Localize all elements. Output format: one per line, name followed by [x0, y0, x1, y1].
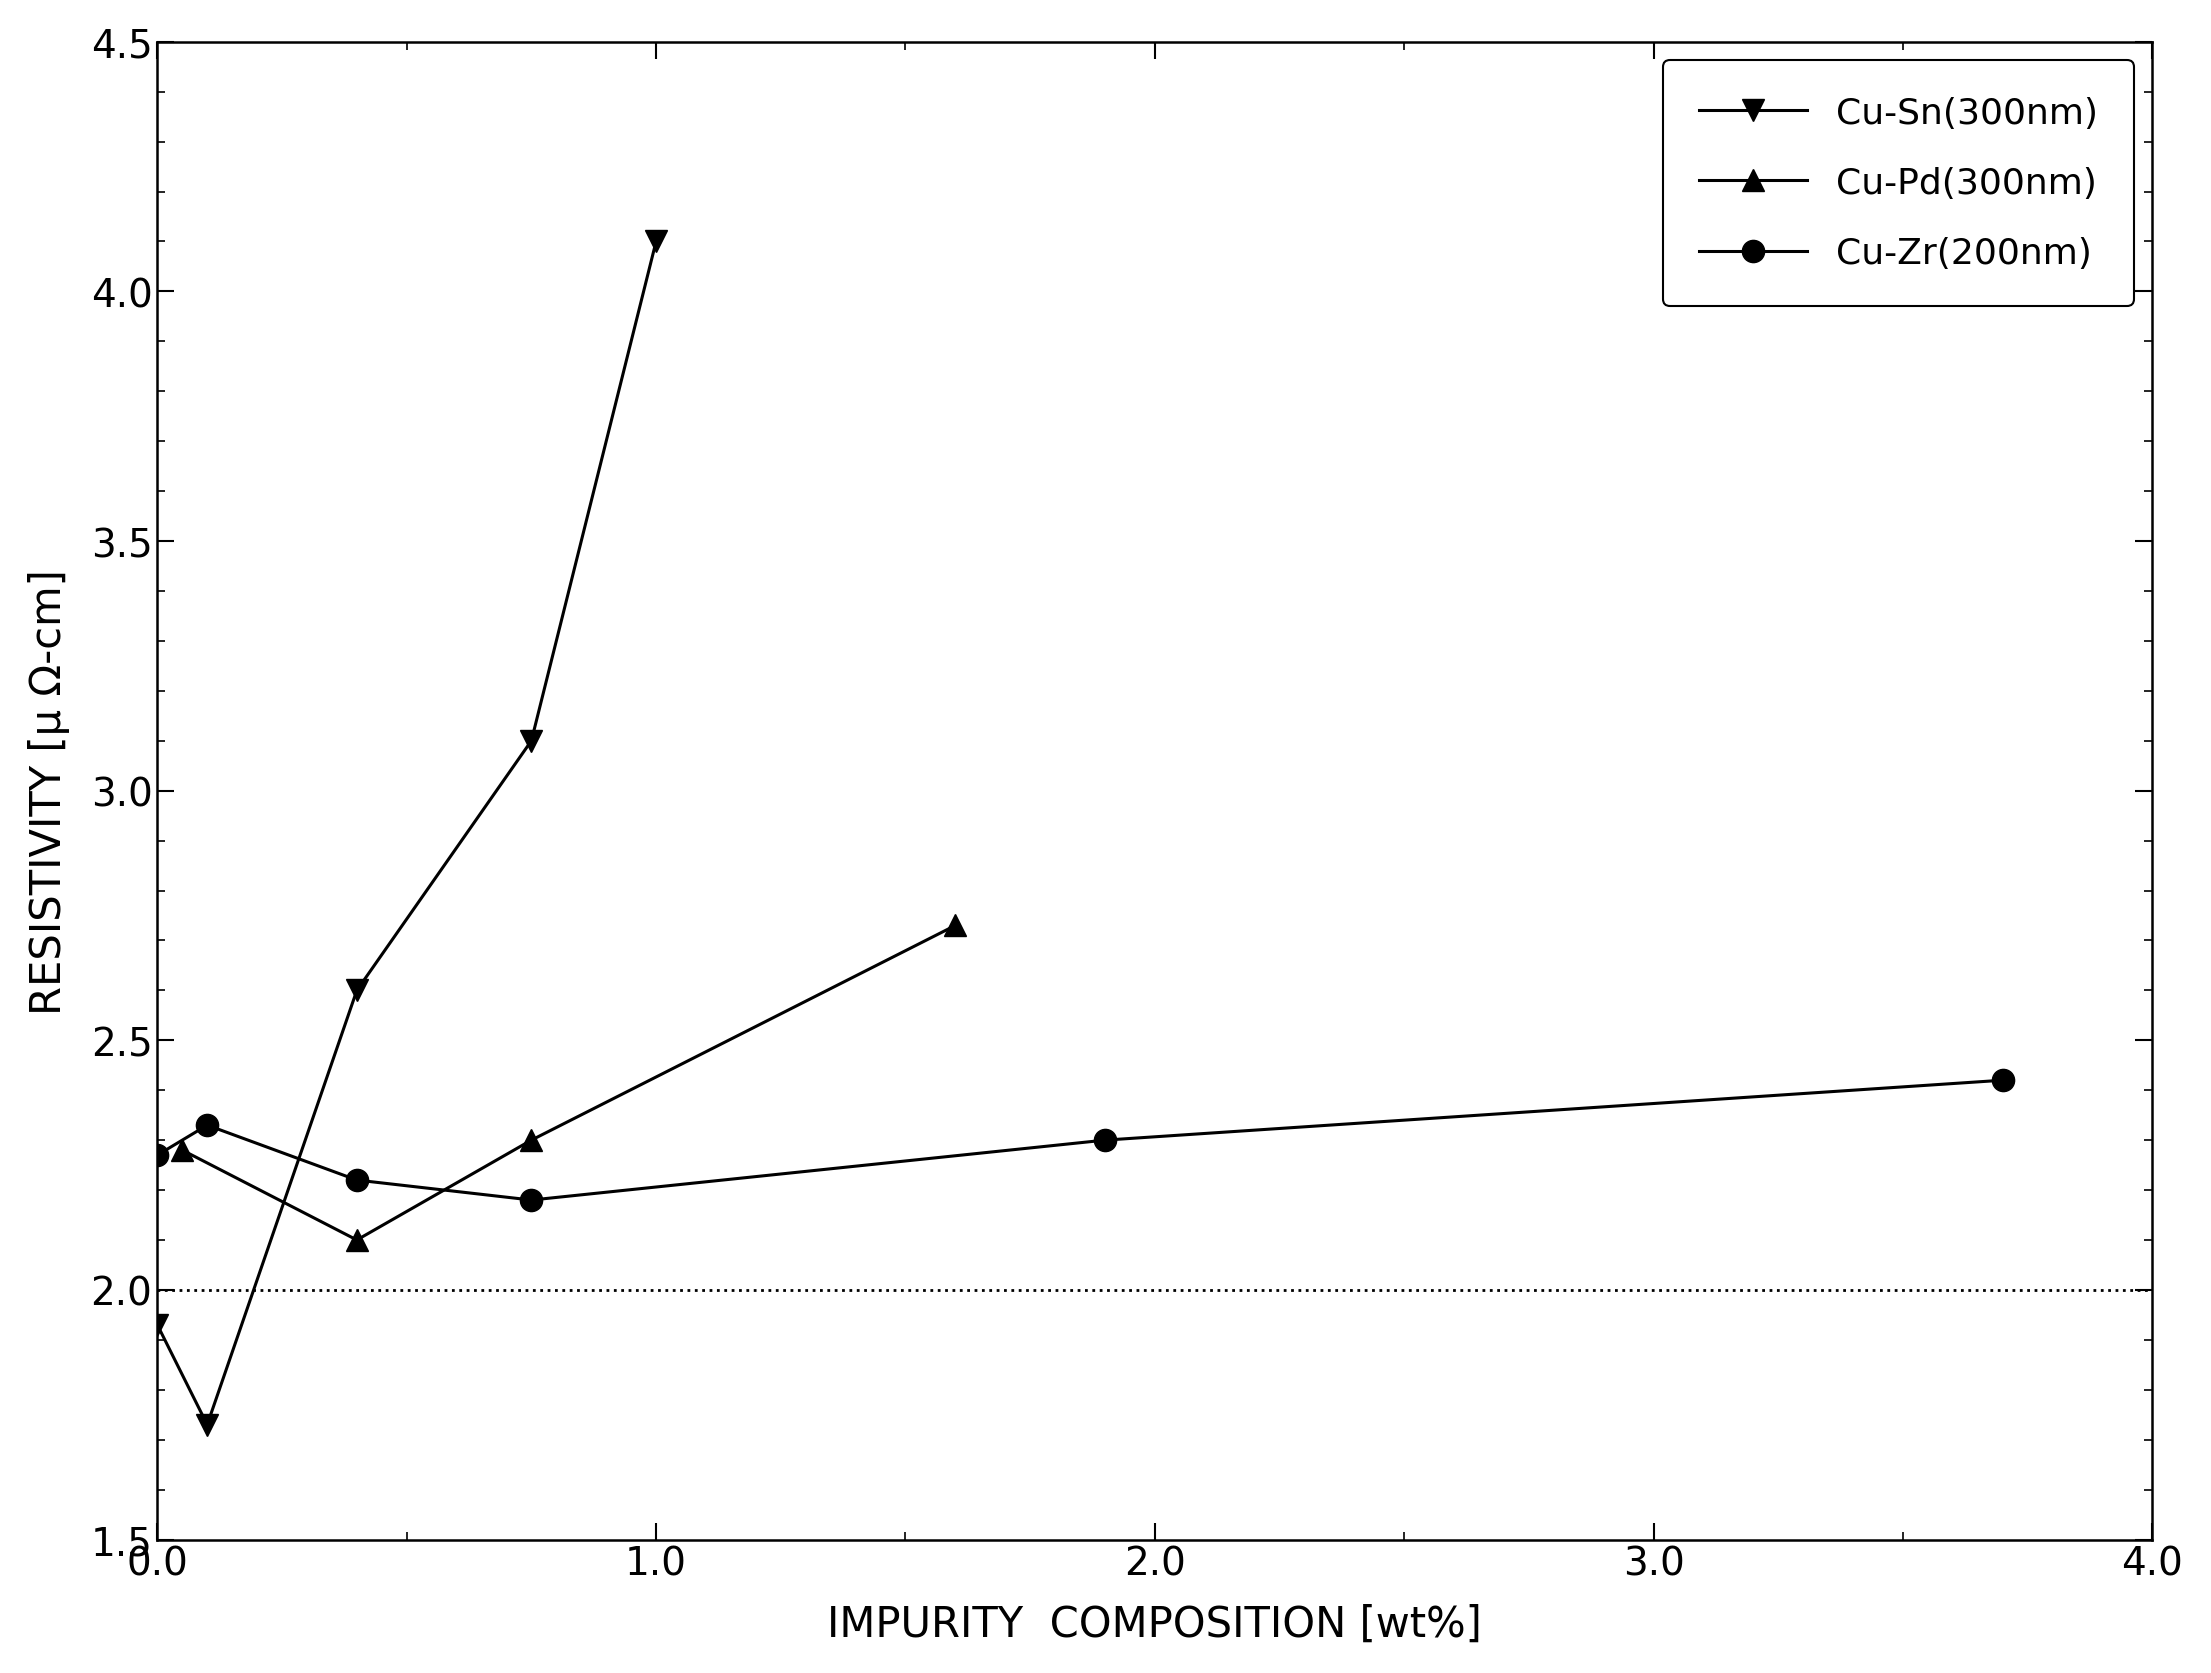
- Cu-Zr(200nm): [195, 1116, 221, 1136]
- X-axis label: IMPURITY  COMPOSITION [wt%]: IMPURITY COMPOSITION [wt%]: [827, 1603, 1481, 1645]
- Cu-Sn(300nm): [144, 1315, 170, 1335]
- Cu-Pd(300nm): [517, 1131, 544, 1151]
- Cu-Sn(300nm): [195, 1415, 221, 1435]
- Cu-Zr(200nm): [144, 1146, 170, 1166]
- Cu-Zr(200nm): [1092, 1131, 1119, 1151]
- Legend: Cu-Sn(300nm), Cu-Pd(300nm), Cu-Zr(200nm): Cu-Sn(300nm), Cu-Pd(300nm), Cu-Zr(200nm): [1663, 60, 2134, 308]
- Line: Cu-Zr(200nm): Cu-Zr(200nm): [146, 1069, 2014, 1211]
- Y-axis label: RESISTIVITY [μ Ω-cm]: RESISTIVITY [μ Ω-cm]: [29, 569, 71, 1014]
- Cu-Pd(300nm): [168, 1141, 195, 1161]
- Cu-Sn(300nm): [343, 980, 369, 1000]
- Cu-Sn(300nm): [517, 731, 544, 751]
- Cu-Pd(300nm): [343, 1230, 369, 1250]
- Cu-Sn(300nm): [643, 233, 670, 253]
- Cu-Zr(200nm): [343, 1171, 369, 1191]
- Line: Cu-Sn(300nm): Cu-Sn(300nm): [146, 231, 668, 1435]
- Cu-Zr(200nm): [517, 1190, 544, 1210]
- Cu-Pd(300nm): [942, 915, 968, 935]
- Line: Cu-Pd(300nm): Cu-Pd(300nm): [170, 915, 966, 1251]
- Cu-Zr(200nm): [1990, 1071, 2016, 1091]
